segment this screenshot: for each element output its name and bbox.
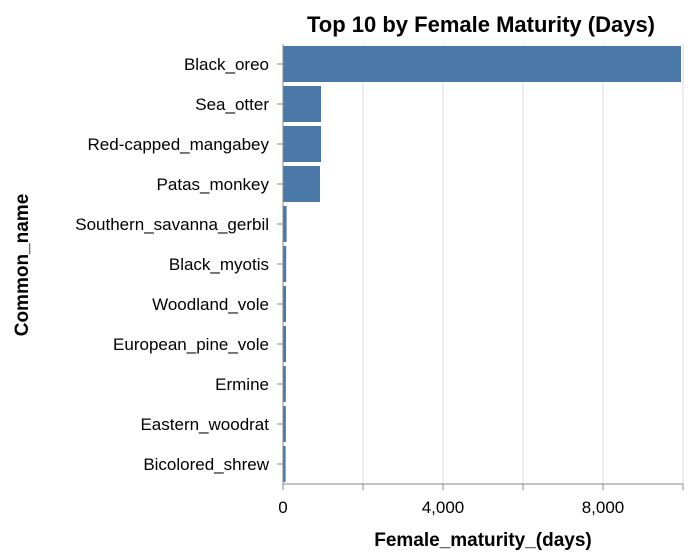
y-tick-label: Red-capped_mangabey [88, 135, 270, 154]
bar-european-pine-vole [283, 326, 286, 362]
x-tick-label: 4,000 [422, 498, 465, 517]
x-axis-title: Female_maturity_(days) [374, 530, 592, 551]
y-tick-label: Black_myotis [169, 255, 269, 274]
y-tick-label: Woodland_vole [152, 295, 269, 314]
bar-bicolored-shrew [283, 446, 286, 482]
bar-patas-monkey [283, 166, 320, 202]
y-axis-title: Common_name [12, 194, 33, 337]
y-tick-label: Southern_savanna_gerbil [75, 215, 269, 234]
y-tick-label: Bicolored_shrew [143, 455, 269, 474]
bar-southern-savanna-gerbil [283, 206, 287, 242]
y-axis: Black_oreo Sea_otter Red-capped_mangabey Pa… [75, 44, 284, 484]
x-axis: 0 4,000 8,000 [278, 483, 684, 517]
x-tick-label: 0 [278, 498, 287, 517]
bar-red-capped-mangabey [283, 126, 321, 162]
y-tick-label: Eastern_woodrat [140, 415, 269, 434]
bar-sea-otter [283, 86, 321, 122]
y-tick-label: Black_oreo [184, 55, 269, 74]
y-tick-label: Sea_otter [195, 95, 269, 114]
gridlines [282, 44, 684, 484]
y-tick-label: Patas_monkey [157, 175, 270, 194]
bar-woodland-vole [283, 286, 286, 322]
bar-black-oreo [283, 46, 681, 82]
bar-eastern-woodrat [283, 406, 286, 442]
bar-black-myotis [283, 246, 287, 282]
bars [283, 46, 681, 482]
x-tick-label: 8,000 [582, 498, 625, 517]
y-tick-label: European_pine_vole [113, 335, 269, 354]
y-tick-label: Ermine [215, 375, 269, 394]
chart-title: Top 10 by Female Maturity (Days) [307, 12, 655, 37]
bar-ermine [283, 366, 286, 402]
